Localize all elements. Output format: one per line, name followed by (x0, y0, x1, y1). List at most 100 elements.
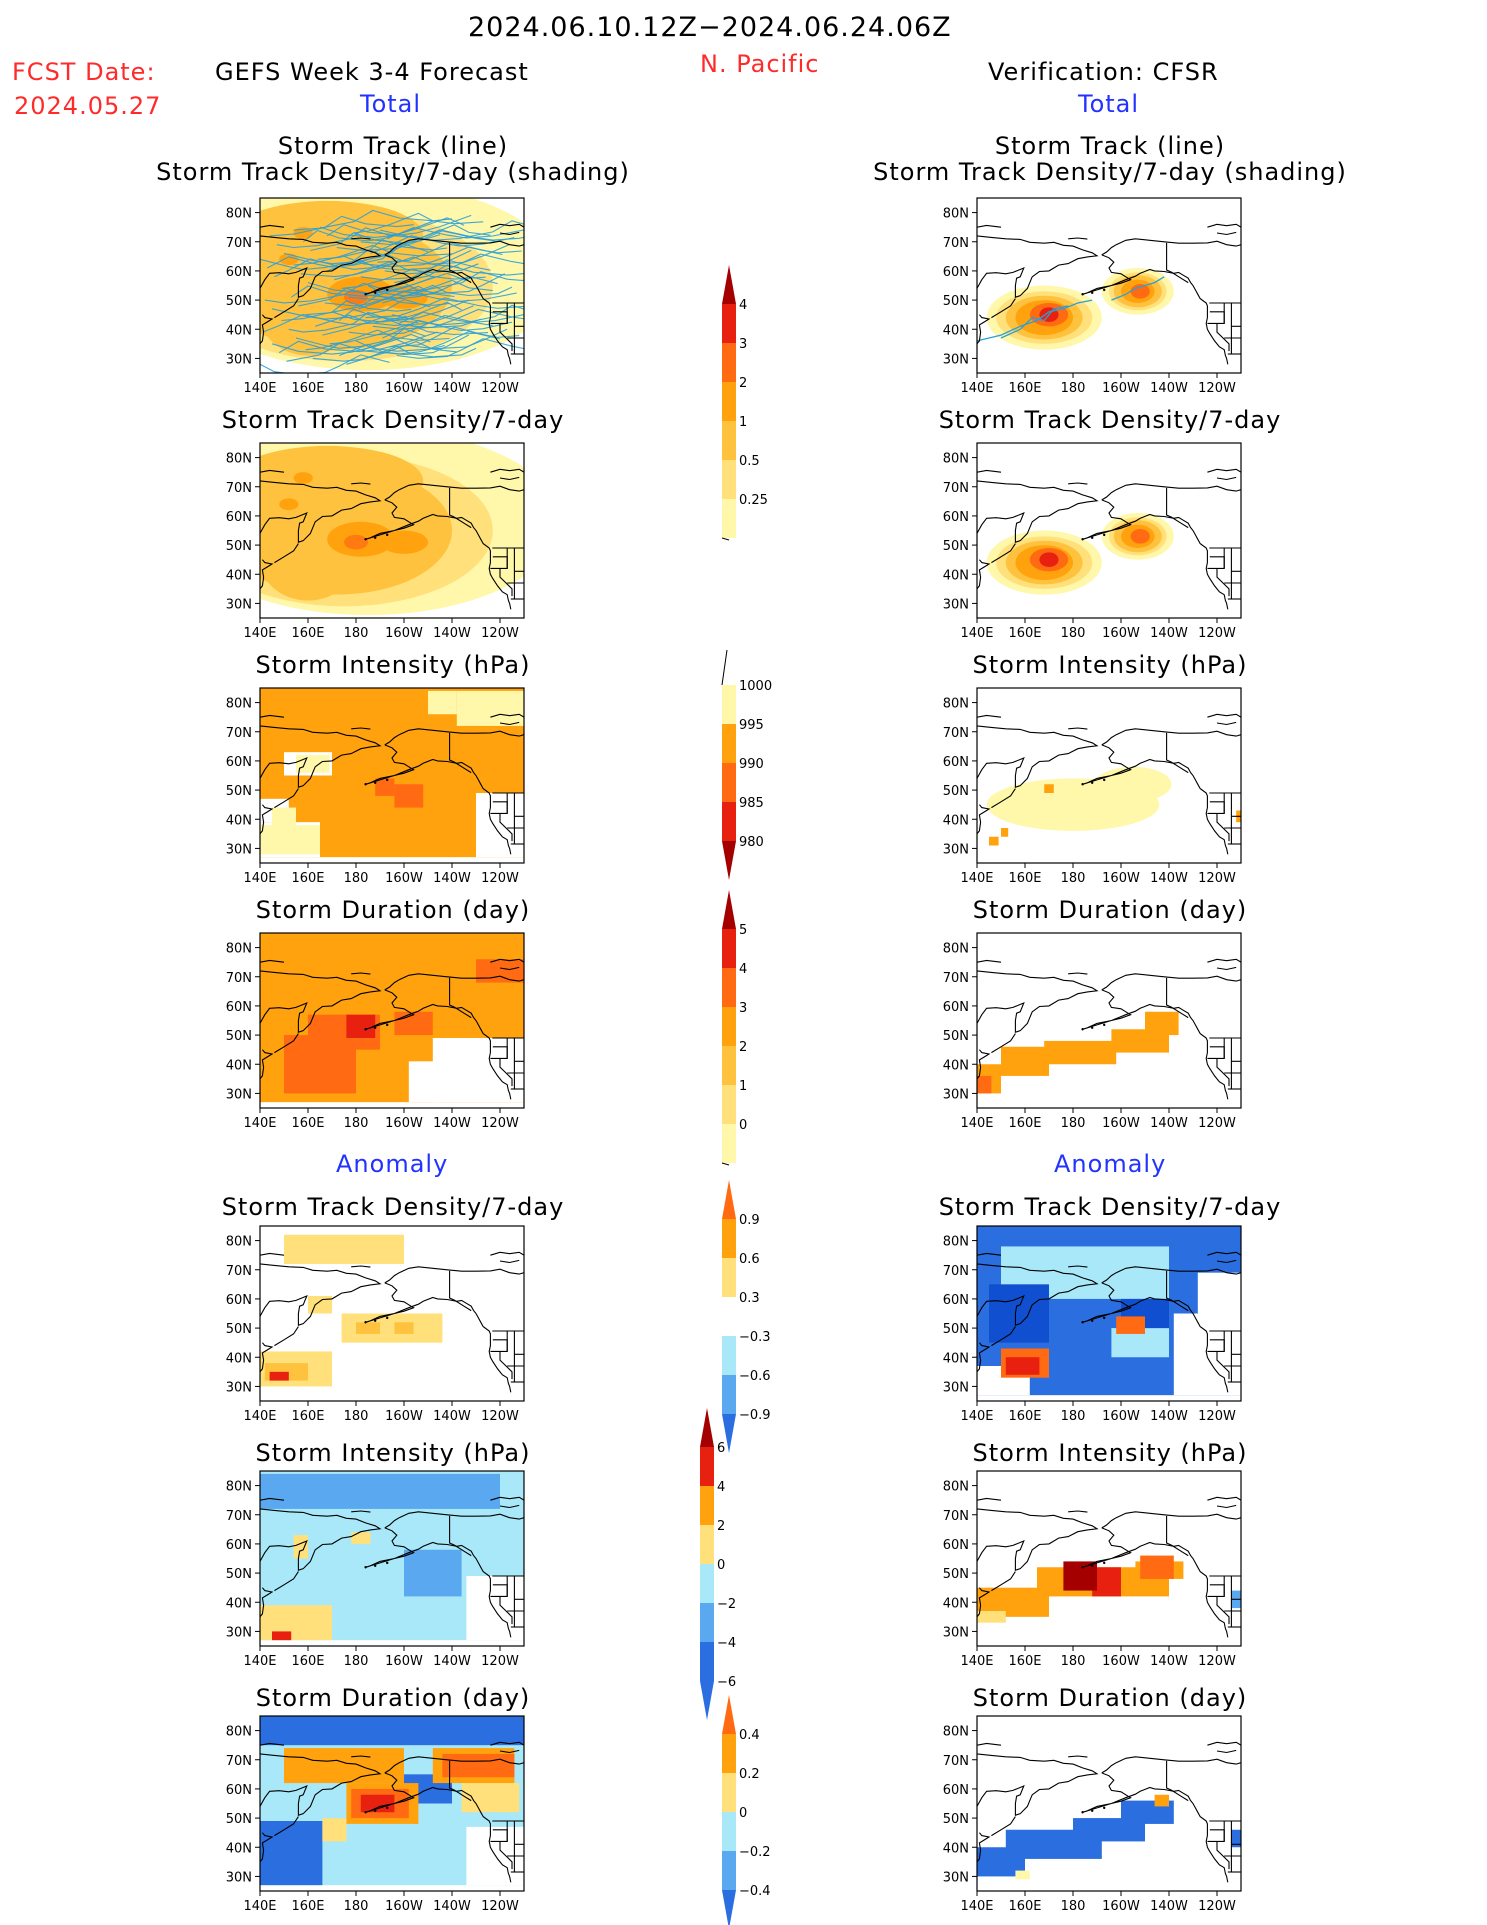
border-alaska-canada (449, 1760, 472, 1802)
island (1081, 1566, 1084, 1569)
panel-title: Storm Duration (day) (255, 896, 531, 924)
y-tick-label: 70N (943, 726, 969, 741)
y-tick-label: 80N (226, 1235, 252, 1250)
coastline-arctic (1101, 483, 1241, 501)
coastline-wrangel (1068, 237, 1088, 240)
y-tick-label: 40N (226, 1058, 252, 1073)
shading-cell (269, 1371, 289, 1381)
y-tick-label: 80N (226, 1480, 252, 1495)
storm-track-line (348, 314, 493, 336)
y-tick-label: 80N (226, 452, 252, 467)
panel-title: Storm Intensity (hPa) (972, 651, 1248, 679)
colorbar-segment (700, 1642, 714, 1681)
island (374, 1809, 377, 1812)
x-tick-label: 120W (1198, 871, 1236, 886)
state-lines (1207, 556, 1225, 569)
coastline-wrangel (1068, 972, 1088, 975)
shading-blob (1130, 284, 1150, 299)
y-tick-label: 30N (943, 1870, 969, 1885)
y-tick-label: 70N (226, 1509, 252, 1524)
x-tick-label: 120W (481, 1409, 519, 1424)
storm-track-line (353, 212, 484, 234)
shading-cell (428, 690, 457, 715)
storm-track-line (290, 276, 436, 298)
panel-title: Storm Intensity (hPa) (255, 651, 531, 679)
map-frame (976, 1225, 1242, 1402)
island (1103, 1806, 1106, 1810)
storm-track-line (260, 249, 390, 271)
island (1081, 293, 1084, 296)
colorbar-segment (722, 460, 736, 499)
storm-track-line (377, 242, 522, 263)
island (1091, 1026, 1094, 1029)
map-shading (977, 1496, 1241, 1638)
state-lines (1216, 323, 1230, 352)
y-tick-label: 60N (226, 1000, 252, 1015)
storm-track-line (360, 259, 491, 281)
y-tick-label: 30N (226, 1625, 252, 1640)
anomaly-label-left: Anomaly (336, 1150, 449, 1178)
x-tick-label: 140W (433, 1409, 471, 1424)
colorbar-label: 5 (739, 923, 747, 938)
island (374, 291, 377, 294)
x-tick-label: 160E (291, 1409, 324, 1424)
panel-title: Storm Track Density/7-day (938, 1193, 1282, 1221)
map-frame (976, 1715, 1242, 1892)
island (364, 293, 367, 296)
coastline-arctic (384, 973, 524, 991)
coastline-arctic (1101, 973, 1241, 991)
y-tick-label: 40N (943, 813, 969, 828)
panel-title: Storm Track Density/7-day (938, 406, 1282, 434)
x-tick-label: 180 (1061, 1116, 1086, 1131)
colorbar-segment (722, 1124, 736, 1163)
coastline-japan (260, 1832, 274, 1863)
y-tick-label: 80N (943, 942, 969, 957)
panel-title: Storm Duration (day) (255, 1684, 531, 1712)
coastline-arctic (384, 483, 524, 501)
shading-cell (260, 1716, 524, 1746)
fcst-date-label: FCST Date: (12, 58, 156, 86)
colorbar-segment (700, 1681, 714, 1720)
colorbar-segment (722, 382, 736, 421)
shading-cell (466, 1576, 524, 1641)
island (364, 538, 367, 541)
panel-title-line1: Storm Track (line) (277, 132, 509, 160)
map-shading (977, 1741, 1241, 1883)
coastline-arctic (384, 1756, 524, 1774)
shading-cell (360, 1794, 395, 1813)
storm-track-line (379, 220, 524, 241)
state-lines (1207, 1584, 1225, 1597)
y-tick-label: 50N (226, 1322, 252, 1337)
y-tick-label: 30N (943, 1625, 969, 1640)
y-tick-label: 40N (226, 1841, 252, 1856)
island (1091, 291, 1094, 294)
y-tick-label: 40N (943, 323, 969, 338)
colorbar-segment (722, 1085, 736, 1124)
verification-total-density-map: 140E 160E 180 160W 140W 120W 80N 70N 60N 50N 40N 30… (943, 442, 1242, 641)
storm-track-line (977, 299, 1093, 342)
total-label-right: Total (1078, 90, 1140, 118)
border-alaska-canada (1166, 242, 1189, 284)
verification-anomaly-duration-map: 140E 160E 180 160W 140W 120W 80N 70N 60N 50N 40N 30… (943, 1715, 1242, 1914)
colorbar-label: −0.6 (739, 1369, 771, 1384)
island (1091, 536, 1094, 539)
storm-track-line (312, 341, 457, 362)
y-tick-label: 60N (226, 1538, 252, 1553)
island (1103, 1023, 1106, 1027)
y-tick-label: 30N (943, 1087, 969, 1102)
coastline-arctic-islands (499, 721, 520, 726)
coastline-wrangel (351, 1510, 371, 1513)
border-alaska-canada (449, 1270, 472, 1312)
coastline-japan (977, 1049, 991, 1080)
colorbar-density-total: 4 3 2 1 0.5 0.25 (721, 265, 768, 541)
x-tick-label: 180 (1061, 871, 1086, 886)
colorbar-segment (722, 1812, 736, 1851)
x-tick-label: 140W (1150, 1116, 1188, 1131)
colorbar-segment (722, 1046, 736, 1085)
colorbar-segment (700, 1486, 714, 1525)
coastline-kuril (991, 1326, 1016, 1347)
map-shading (977, 1226, 1241, 1396)
colorbar-intensity-total: 1000 995 990 985 980 (721, 649, 772, 880)
shading-blob (279, 498, 299, 511)
